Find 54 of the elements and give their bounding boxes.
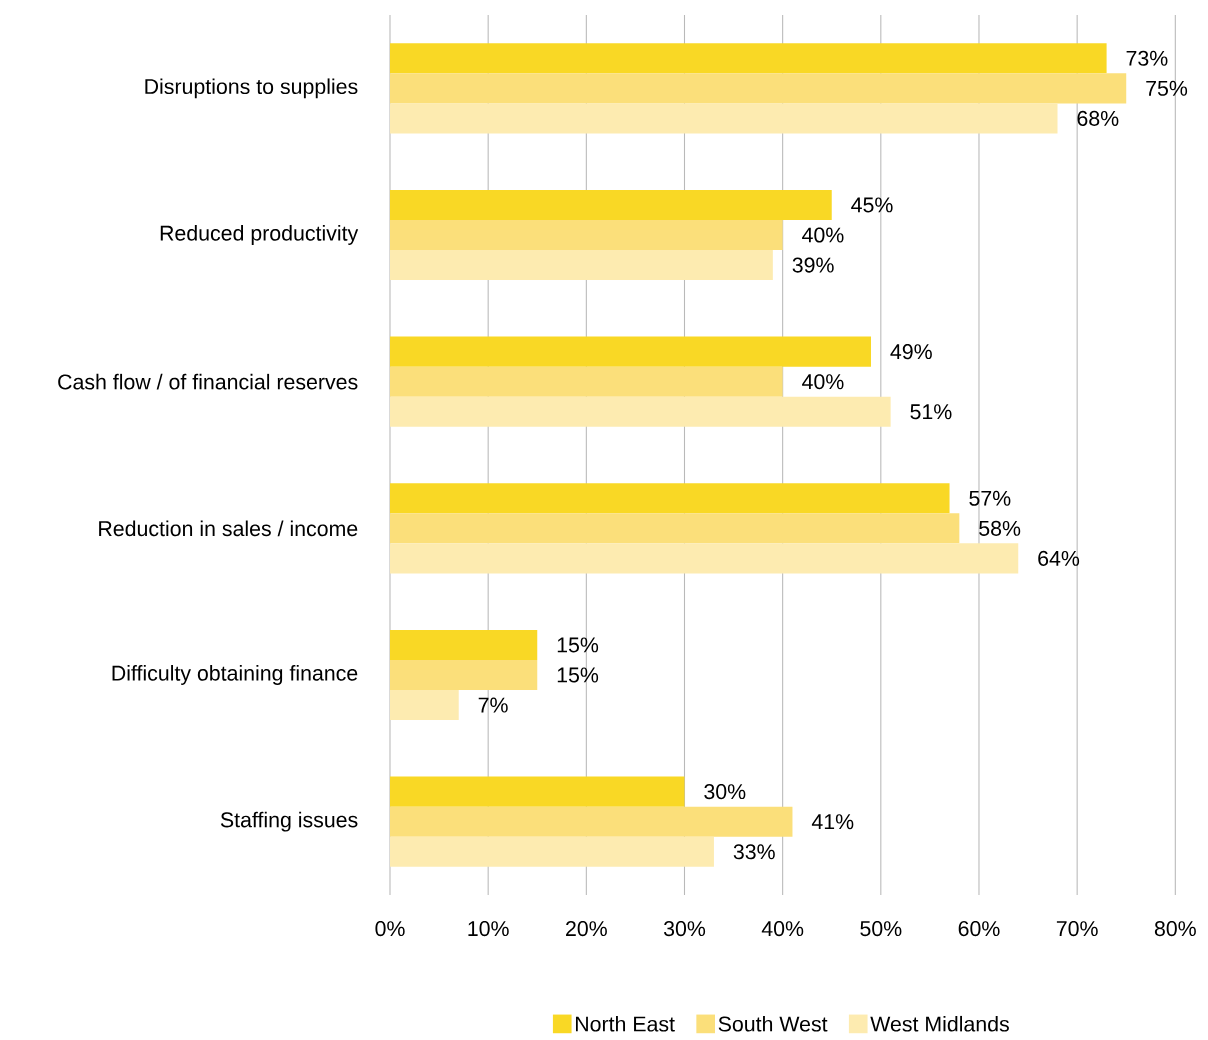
bar	[390, 250, 773, 281]
x-tick-label: 10%	[468, 921, 509, 937]
bar	[390, 366, 783, 397]
bar	[390, 629, 538, 660]
data-label: 30%	[704, 784, 746, 800]
y-tick-label: Disruptions to supplies	[145, 78, 358, 99]
data-label: 15%	[557, 667, 599, 683]
data-label: 41%	[811, 814, 854, 830]
data-label: 68%	[1077, 110, 1119, 126]
data-label: 57%	[969, 490, 1011, 506]
data-label: 75%	[1146, 80, 1188, 96]
bar	[390, 776, 685, 807]
data-label: 33%	[733, 844, 775, 860]
data-label: 49%	[890, 344, 932, 360]
x-tick-label: 30%	[663, 921, 706, 937]
bar	[390, 513, 960, 544]
bar	[390, 73, 1127, 104]
y-tick-label: Reduction in sales / income	[99, 520, 358, 537]
bar	[390, 219, 783, 251]
bar	[390, 336, 872, 367]
bar	[390, 43, 1107, 74]
x-tick-label: 40%	[761, 921, 804, 937]
data-label: 45%	[851, 197, 893, 213]
data-label: 58%	[979, 520, 1021, 536]
bar	[390, 103, 1058, 134]
bar	[390, 189, 832, 220]
y-tick-label: Staffing issues	[220, 811, 358, 832]
data-label: 64%	[1038, 550, 1080, 566]
bar	[390, 396, 891, 427]
data-label: 51%	[910, 404, 952, 420]
x-tick-label: 50%	[860, 921, 902, 937]
legend-label: North East	[575, 1015, 675, 1032]
data-label: 40%	[802, 374, 844, 390]
y-tick-label: Difficulty obtaining finance	[112, 665, 358, 685]
bar	[390, 836, 714, 867]
data-label: 39%	[792, 257, 834, 273]
x-tick-label: 60%	[958, 921, 1000, 937]
bar	[390, 659, 538, 691]
data-label: 40%	[802, 227, 844, 243]
bar	[390, 806, 793, 837]
x-tick-label: 0%	[375, 921, 405, 937]
y-tick-label: Cash flow / of financial reserves	[58, 373, 358, 390]
bar	[390, 543, 1019, 574]
legend-label: West Midlands	[870, 1015, 1009, 1032]
x-tick-label: 20%	[566, 921, 607, 937]
x-tick-label: 80%	[1154, 921, 1196, 937]
legend-label: South West	[718, 1015, 828, 1032]
data-label: 15%	[557, 637, 599, 653]
bar	[390, 483, 950, 514]
data-label: 73%	[1126, 50, 1168, 66]
data-label: 7%	[478, 697, 508, 713]
x-tick-label: 70%	[1056, 921, 1098, 937]
bar	[390, 690, 459, 721]
y-tick-label: Reduced productivity	[160, 225, 359, 245]
